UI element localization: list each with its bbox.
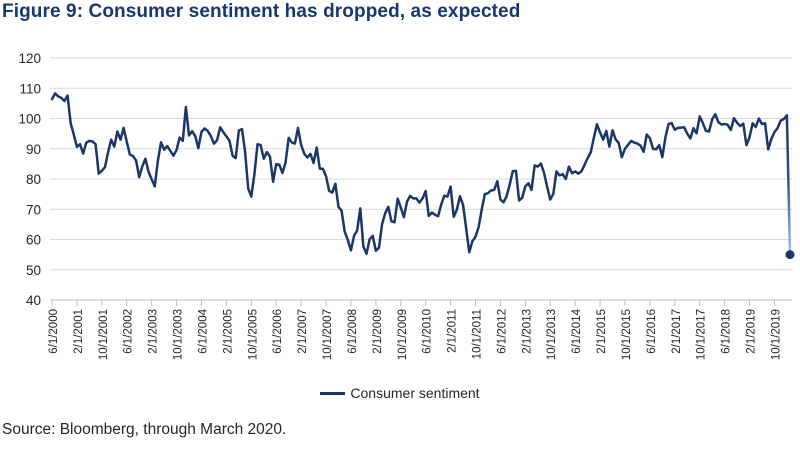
x-tick-label: 2/1/2015 [596,309,608,354]
x-tick-label: 2/1/2011 [447,309,459,353]
figure-title: Figure 9: Consumer sentiment has dropped… [2,1,521,22]
consumer-sentiment-line-chart: 120 110 100 90 80 70 60 50 40 6/1/2000 2/1/2001 10/… [18,51,795,360]
x-tick-label: 6/1/2018 [721,309,733,354]
x-tick-label: 6/1/2016 [646,309,658,354]
x-tick-label: 10/1/2019 [770,309,782,360]
legend: Consumer sentiment [0,383,800,403]
source-note: Source: Bloomberg, through March 2020. [2,421,287,438]
x-tick-label: 10/1/2003 [173,309,185,360]
x-tick-label: 10/1/2013 [546,309,558,360]
x-tick-label: 6/1/2000 [48,309,60,354]
x-tick-label: 2/1/2009 [372,309,384,354]
x-tick-label: 2/1/2007 [297,309,309,354]
x-tick-label: 10/1/2015 [621,309,633,360]
y-tick-label: 50 [26,263,41,278]
y-tick-label: 90 [26,142,41,157]
x-tick-label: 10/1/2005 [247,309,259,360]
consumer-sentiment-series-line [50,92,789,255]
x-tick-label: 2/1/2019 [746,309,758,354]
x-tick-label: 10/1/2009 [397,309,409,360]
y-tick-label: 110 [19,81,41,96]
x-tick-label: 10/1/2017 [696,309,708,360]
x-tick-label: 6/1/2004 [197,308,209,353]
x-tick-label: 6/1/2014 [571,308,583,353]
x-tick-label: 6/1/2008 [347,309,359,354]
x-tick-label: 6/1/2006 [272,309,284,354]
x-tick-label: 10/1/2001 [98,309,110,360]
final-point-marker [785,250,795,260]
final-drop-segment [785,114,792,256]
x-tick-label: 2/1/2005 [222,309,234,354]
x-tick-label: 2/1/2017 [671,309,683,354]
y-tick-label: 40 [26,293,41,308]
y-tick-label: 60 [26,233,41,248]
y-tick-label: 120 [18,51,41,66]
x-tick-label: 10/1/2011 [471,309,483,359]
x-tick-label: 2/1/2013 [521,309,533,354]
y-tick-label: 100 [18,112,41,127]
legend-line-swatch [320,391,346,395]
x-tick-label: 2/1/2003 [148,309,160,354]
x-tick-label: 6/1/2002 [123,309,135,354]
y-tick-label: 80 [26,172,41,187]
y-tick-label: 70 [26,202,41,217]
x-tick-label: 10/1/2007 [322,309,334,360]
legend-label: Consumer sentiment [350,385,480,401]
x-tick-label: 6/1/2010 [422,309,434,354]
x-tick-label: 6/1/2012 [496,309,508,354]
x-tick-label: 2/1/2001 [73,309,85,354]
